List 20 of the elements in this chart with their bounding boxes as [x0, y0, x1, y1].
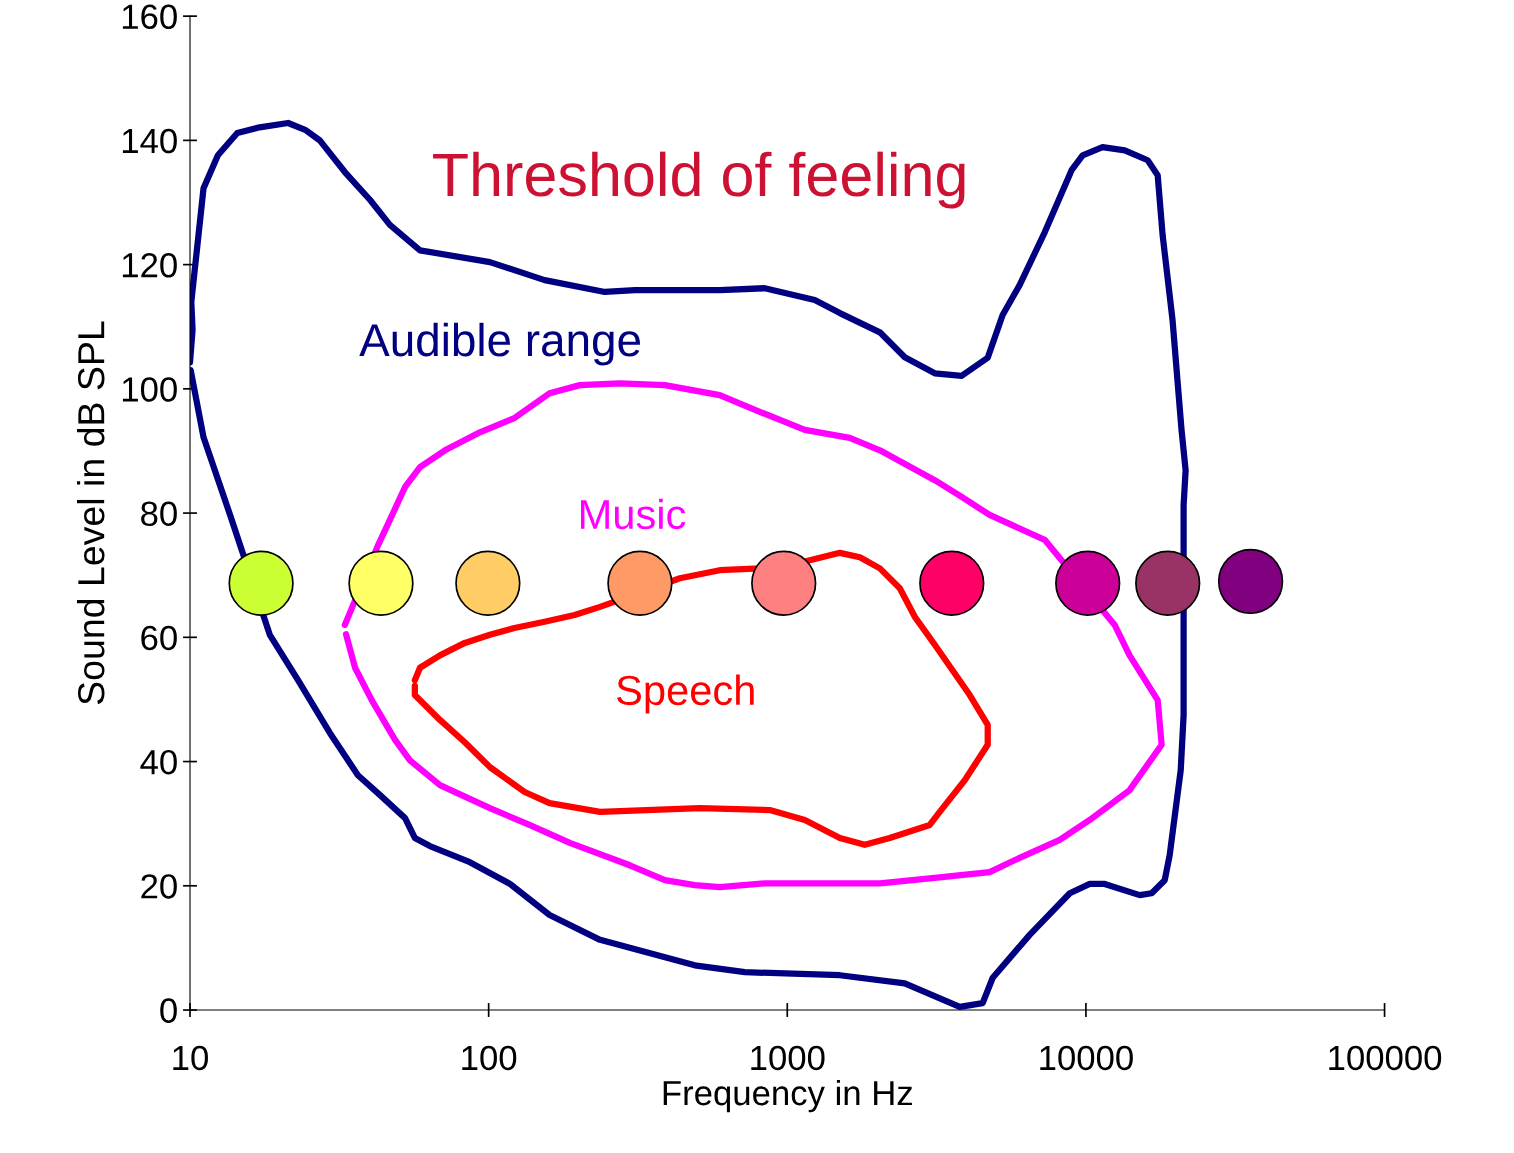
y-axis-title: Sound Level in dB SPL: [76, 321, 105, 705]
y-tick-label: 80: [141, 501, 177, 527]
x-axis-title: Frequency in Hz: [663, 1079, 912, 1113]
y-tick-label: 20: [141, 874, 177, 899]
y-tick-label: 140: [122, 128, 177, 154]
y-tick-label: 120: [122, 252, 177, 278]
y-tick-label: 0: [160, 998, 177, 1023]
x-tick-label: 100000: [1329, 1045, 1442, 1071]
series-label: Speech: [616, 674, 754, 714]
text: Music: [581, 498, 686, 530]
y-tick-label: 40: [140, 749, 177, 775]
x-tick-label: 100: [462, 1045, 517, 1071]
x-tick-label: 1000: [751, 1045, 825, 1071]
x-tick-label: 10: [173, 1045, 208, 1071]
series-label: Audible range: [359, 322, 640, 366]
y-tick-label: 60: [141, 625, 177, 651]
x-tick-label: 10000: [1040, 1045, 1133, 1071]
y-tick-label: 160: [122, 4, 177, 30]
annotation: Threshold of feeling: [433, 151, 965, 209]
y-tick-label: 100: [122, 377, 177, 402]
